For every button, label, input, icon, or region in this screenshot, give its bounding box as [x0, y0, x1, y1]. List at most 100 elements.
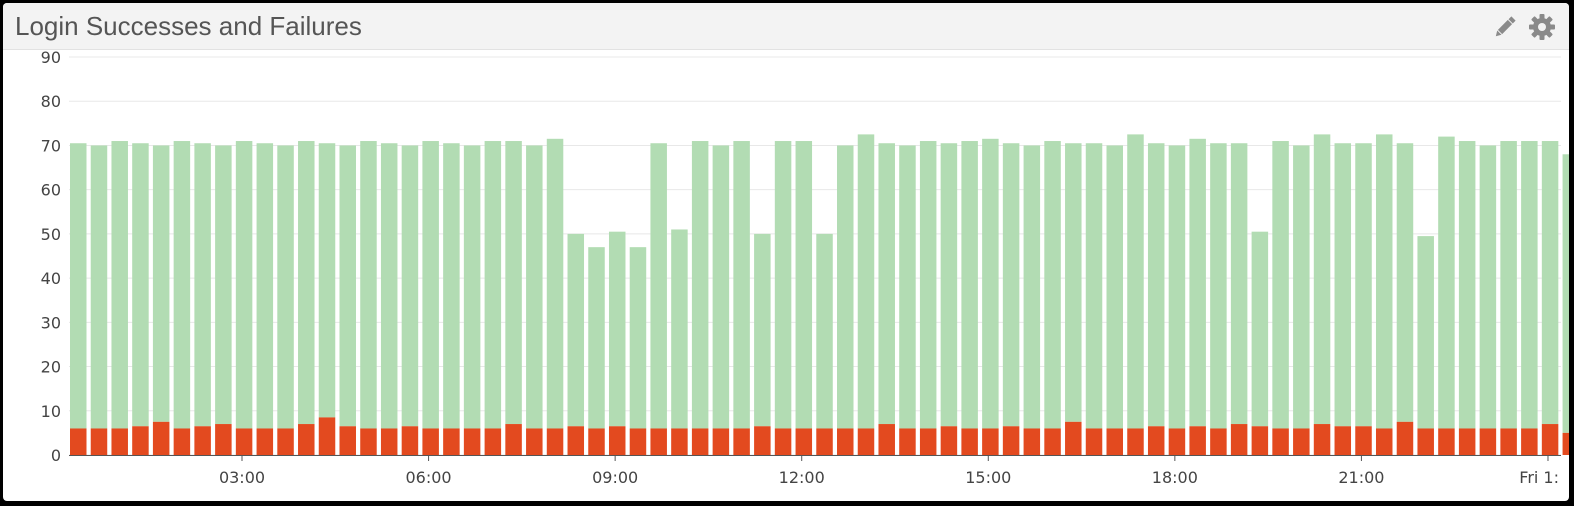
success-bar — [90, 145, 108, 429]
widget-header: Login Successes and Failures — [3, 3, 1569, 50]
success-bar — [173, 141, 191, 429]
success-bar — [111, 141, 128, 429]
success-bar — [567, 233, 585, 427]
failure-bar — [1458, 428, 1476, 455]
success-bar — [754, 233, 771, 427]
pencil-icon[interactable] — [1491, 13, 1519, 41]
failure-bar — [70, 428, 87, 455]
success-bar — [1251, 231, 1269, 427]
success-bar — [380, 143, 398, 429]
failure-bar — [1147, 426, 1165, 455]
failure-bar — [235, 428, 253, 455]
failure-bar — [111, 428, 128, 455]
failure-bar — [1002, 426, 1020, 455]
bars — [70, 134, 1569, 455]
grid-lines — [69, 56, 1561, 456]
failure-bar — [1044, 428, 1061, 455]
success-bar — [277, 145, 294, 429]
failure-bar — [1375, 428, 1393, 455]
y-tick-label: 80 — [41, 92, 61, 111]
success-bar — [215, 145, 232, 425]
success-bar — [1189, 138, 1206, 427]
gear-icon[interactable] — [1528, 13, 1556, 41]
failure-bar — [298, 424, 315, 455]
y-tick-label: 60 — [41, 181, 61, 200]
y-tick-label: 50 — [41, 225, 61, 244]
success-bar — [1355, 143, 1372, 427]
success-bar — [546, 138, 564, 429]
success-bar — [878, 143, 895, 425]
success-bar — [961, 141, 978, 429]
y-tick-label: 70 — [41, 136, 61, 155]
failure-bar — [1272, 428, 1289, 455]
failure-bar — [1438, 428, 1455, 455]
success-bar — [1500, 141, 1517, 429]
y-tick-label: 90 — [41, 48, 61, 67]
failure-bar — [588, 428, 605, 455]
success-bar — [795, 141, 813, 429]
success-bar — [857, 134, 875, 429]
success-bar — [733, 141, 750, 429]
failure-bar — [795, 428, 813, 455]
success-bar — [1334, 143, 1352, 427]
failure-bar — [215, 424, 232, 455]
success-bar — [1313, 134, 1331, 425]
success-bar — [1293, 145, 1310, 429]
success-bar — [194, 143, 211, 427]
success-bar — [484, 141, 502, 429]
failure-bar — [152, 421, 170, 455]
failure-bar — [132, 426, 149, 455]
success-bar — [1085, 143, 1103, 429]
success-bar — [940, 143, 958, 427]
failure-bar — [484, 428, 502, 455]
axes: 0 10 20 30 40 50 60 70 80 90 03:00 06:00 09:00 12:00 1… — [41, 48, 1561, 487]
x-tick-label: 09:00 — [592, 468, 638, 487]
success-bar — [401, 145, 419, 427]
success-bar — [1065, 143, 1082, 422]
success-bar — [1417, 236, 1434, 429]
success-bar — [1479, 145, 1497, 429]
success-bar — [1147, 143, 1165, 427]
failure-bar — [940, 426, 958, 455]
failure-bar — [1251, 426, 1269, 455]
x-tick-label: 12:00 — [779, 468, 825, 487]
failure-bar — [982, 428, 999, 455]
failure-bar — [505, 424, 522, 455]
failure-bar — [961, 428, 978, 455]
x-tick-label: 18:00 — [1152, 468, 1198, 487]
success-bar — [1562, 154, 1569, 433]
success-bar — [256, 143, 274, 429]
failure-bar — [422, 428, 439, 455]
success-bar — [1458, 141, 1476, 429]
y-tick-label: 30 — [41, 313, 61, 332]
success-bar — [1438, 136, 1455, 429]
failure-bar — [1396, 421, 1414, 455]
success-bar — [816, 233, 833, 429]
success-bar — [463, 145, 481, 429]
success-bar — [1023, 145, 1041, 429]
success-bar — [152, 145, 170, 422]
failure-bar — [837, 428, 854, 455]
success-bar — [712, 145, 730, 429]
success-bar — [588, 247, 605, 429]
success-bar — [1541, 141, 1559, 425]
success-bar — [1168, 145, 1186, 429]
x-tick-label: 15:00 — [965, 468, 1011, 487]
success-bar — [1230, 143, 1248, 425]
success-bar — [837, 145, 854, 429]
success-bar — [899, 145, 916, 429]
failure-bar — [899, 428, 916, 455]
x-tick-label: 21:00 — [1338, 468, 1384, 487]
success-bar — [70, 143, 87, 429]
success-bar — [1521, 141, 1538, 429]
failure-bar — [90, 428, 108, 455]
failure-bar — [878, 424, 895, 455]
failure-bar — [194, 426, 211, 455]
failure-bar — [774, 428, 792, 455]
success-bar — [505, 141, 522, 425]
failure-bar — [1417, 428, 1434, 455]
failure-bar — [1230, 424, 1248, 455]
success-bar — [1210, 143, 1227, 429]
failure-bar — [754, 426, 771, 455]
failure-bar — [1541, 424, 1559, 455]
